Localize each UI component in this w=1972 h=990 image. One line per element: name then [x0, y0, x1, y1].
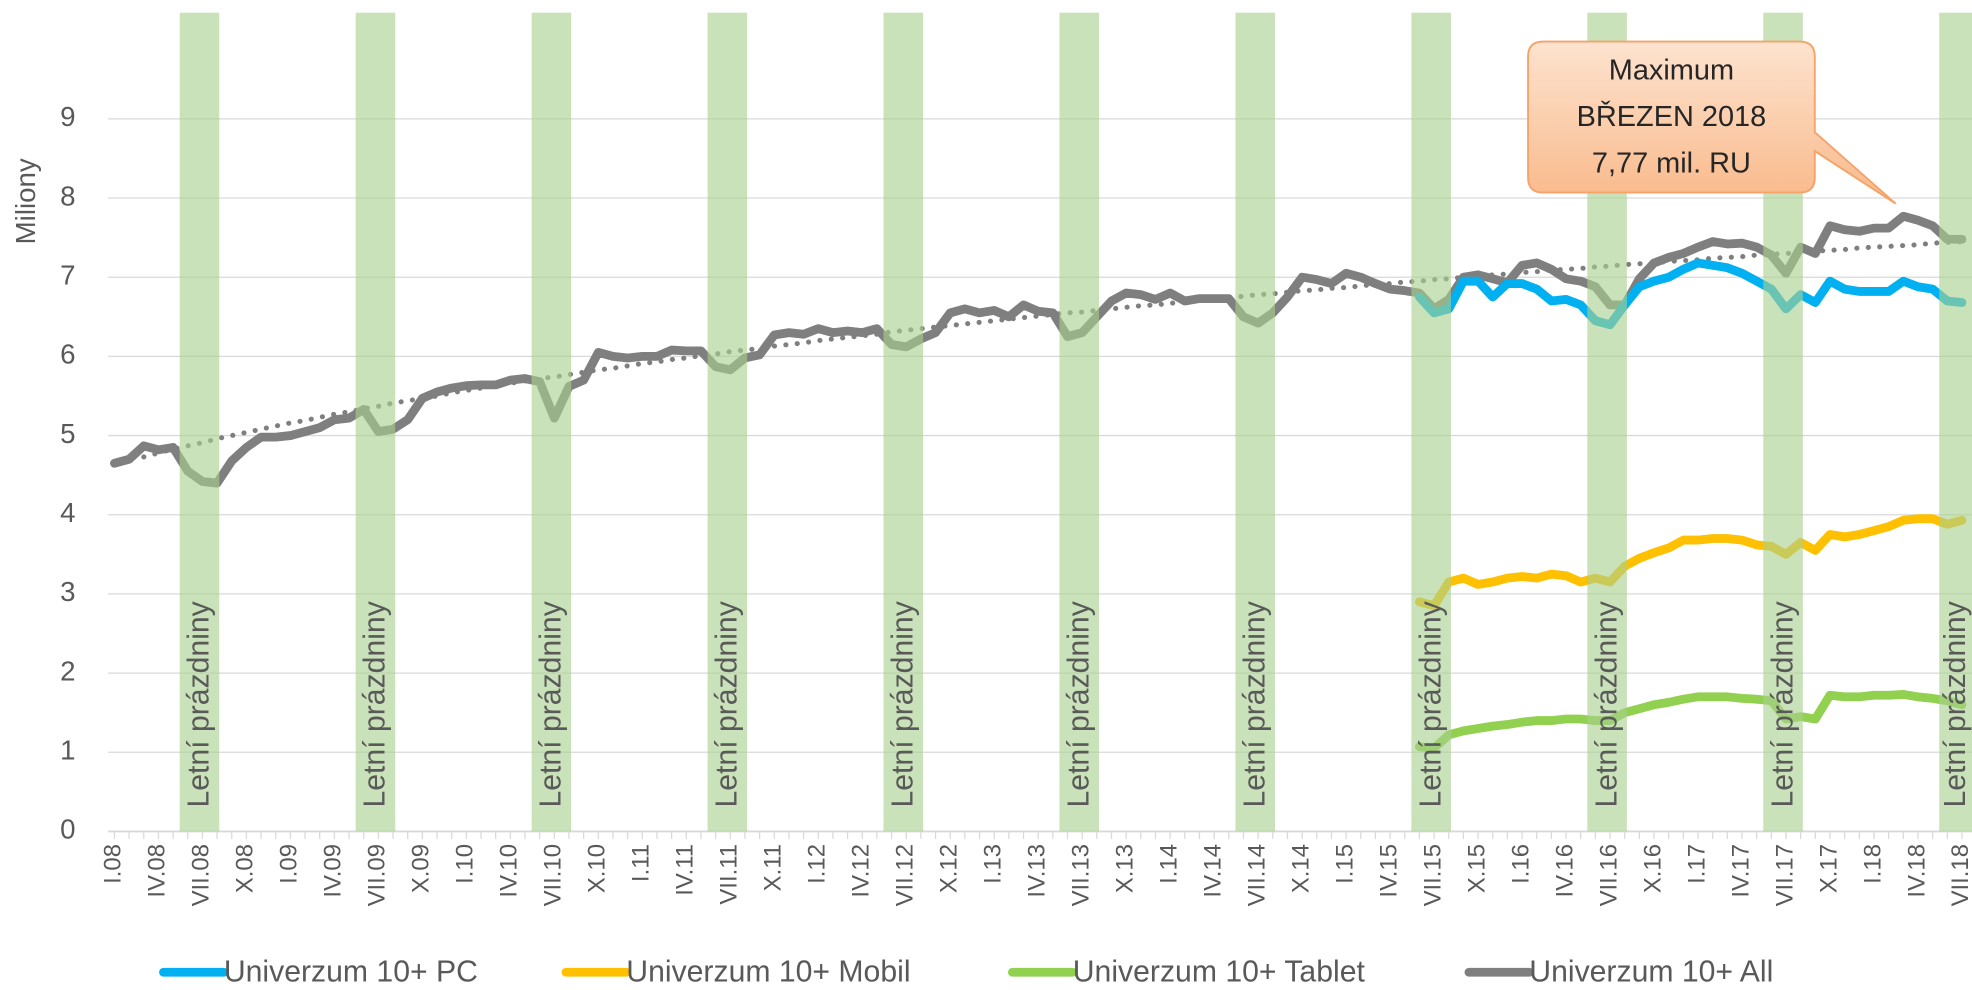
x-tick-label: X.13: [1111, 844, 1138, 893]
holiday-band: [883, 12, 924, 832]
x-tick-label: VII.12: [892, 844, 919, 906]
trend-line: [141, 239, 1965, 460]
legend-label: Univerzum 10+ PC: [224, 956, 478, 989]
x-tick-label: I.13: [980, 844, 1007, 884]
callout: Maximum BŘEZEN 2018 7,77 mil. RU: [1527, 40, 1897, 205]
x-tick-label: VII.10: [540, 844, 567, 906]
band-label: Letní prázdniny: [887, 600, 920, 807]
x-tick-label: I.12: [804, 844, 831, 884]
x-tick-label: X.15: [1463, 844, 1490, 893]
x-tick-label: I.10: [452, 844, 479, 884]
x-tick-label: VII.17: [1771, 844, 1798, 906]
holiday-band: [355, 12, 396, 832]
callout-box: [1527, 40, 1897, 205]
x-tick-label: IV.11: [672, 844, 699, 896]
x-tick-label: X.08: [232, 844, 259, 893]
y-tick-label: 9: [60, 101, 75, 132]
legend-label: Univerzum 10+ Tablet: [1073, 956, 1366, 989]
x-tick-label: I.11: [628, 844, 655, 882]
x-tick-label: IV.14: [1199, 844, 1226, 898]
band-label: Letní prázdniny: [711, 600, 744, 807]
x-tick-label: I.16: [1507, 844, 1534, 884]
holiday-band: [1059, 12, 1100, 832]
band-label: Letní prázdniny: [535, 600, 568, 807]
holiday-band: [1235, 12, 1275, 832]
x-tick-label: X.12: [936, 844, 963, 893]
x-tick-label: I.08: [100, 844, 127, 884]
band-label: Letní prázdniny: [1939, 600, 1972, 807]
series-line: [1415, 690, 1967, 753]
x-tick-label: VII.18: [1947, 844, 1972, 906]
holiday-band: [531, 12, 572, 832]
x-tick-label: I.14: [1155, 844, 1182, 884]
y-tick-label: 3: [60, 576, 75, 607]
series-line: [110, 211, 1967, 488]
y-tick-label: 8: [60, 180, 75, 211]
x-tick-label: VII.14: [1243, 844, 1270, 906]
x-tick-label: I.09: [276, 844, 303, 884]
holiday-band: [1939, 12, 1972, 832]
x-tick-label: I.17: [1683, 844, 1710, 884]
x-tick-label: VII.16: [1595, 844, 1622, 906]
holiday-band: [707, 12, 748, 832]
y-tick-label: 2: [60, 655, 75, 686]
band-label: Letní prázdniny: [183, 600, 216, 807]
band-label: Letní prázdniny: [1062, 600, 1095, 807]
x-tick-label: X.17: [1815, 844, 1842, 893]
x-tick-label: X.14: [1287, 844, 1314, 893]
y-axis-label: Miliony: [10, 158, 41, 244]
callout-text: BŘEZEN 2018: [1577, 100, 1767, 133]
band-label: Letní prázdniny: [1414, 600, 1447, 807]
x-tick-label: I.15: [1331, 844, 1358, 884]
x-tick-label: VII.09: [364, 844, 391, 906]
legend-label: Univerzum 10+ All: [1529, 956, 1773, 989]
legend-label: Univerzum 10+ Mobil: [626, 956, 910, 989]
x-tick-label: IV.16: [1551, 844, 1578, 898]
band-label: Letní prázdniny: [1766, 600, 1799, 807]
series-line: [1415, 514, 1967, 611]
x-tick-label: IV.08: [144, 844, 171, 898]
x-tick-label: IV.15: [1375, 844, 1402, 898]
callout-text: 7,77 mil. RU: [1592, 148, 1751, 180]
y-tick-label: 7: [60, 260, 75, 291]
x-tick-label: X.10: [584, 844, 611, 893]
y-tick-label: 1: [60, 735, 75, 766]
x-tick-label: X.11: [760, 844, 787, 891]
holiday-band: [1411, 12, 1451, 832]
x-tick-label: VII.13: [1067, 844, 1094, 906]
band-label: Letní prázdniny: [1590, 600, 1623, 807]
x-tick-label: VII.11: [716, 844, 743, 905]
x-tick-label: X.09: [408, 844, 435, 893]
x-tick-label: IV.17: [1727, 844, 1754, 898]
band-label: Letní prázdniny: [359, 600, 392, 807]
callout-text: Maximum: [1609, 54, 1734, 86]
y-tick-label: 6: [60, 339, 75, 370]
y-tick-label: 5: [60, 418, 75, 449]
x-tick-label: X.16: [1639, 844, 1666, 893]
y-tick-label: 0: [60, 814, 75, 845]
x-tick-label: VII.15: [1419, 844, 1446, 906]
band-label: Letní prázdniny: [1238, 600, 1271, 807]
series-line: [1415, 258, 1967, 330]
x-tick-label: IV.09: [320, 844, 347, 898]
holiday-band: [179, 12, 220, 832]
x-tick-label: VII.08: [188, 844, 215, 906]
x-tick-label: IV.13: [1024, 844, 1051, 898]
x-tick-label: IV.10: [496, 844, 523, 898]
x-tick-label: IV.12: [848, 844, 875, 898]
x-tick-label: IV.18: [1903, 844, 1930, 898]
x-tick-label: I.18: [1859, 844, 1886, 884]
y-tick-label: 4: [60, 497, 75, 528]
